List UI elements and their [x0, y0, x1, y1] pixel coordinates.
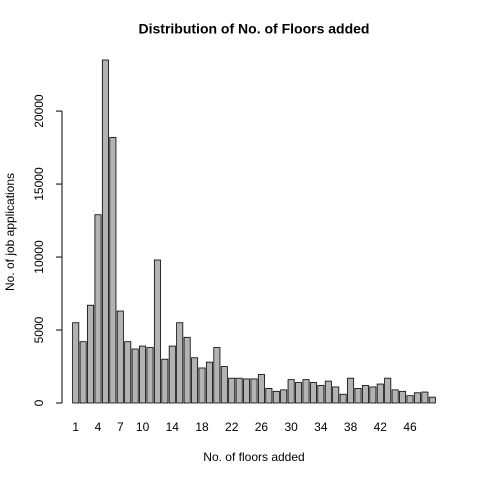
- bar: [168, 345, 176, 404]
- bar: [228, 377, 236, 404]
- bar: [361, 385, 369, 404]
- x-tick-label: 46: [403, 420, 417, 434]
- bar: [332, 386, 340, 404]
- bar: [309, 382, 317, 404]
- bar: [94, 214, 102, 404]
- bar: [220, 366, 228, 404]
- bar: [413, 392, 421, 404]
- bar: [324, 380, 332, 404]
- bar: [124, 341, 132, 404]
- bar: [191, 357, 199, 404]
- bar: [369, 386, 377, 404]
- bar: [205, 361, 213, 404]
- x-tick-label: 4: [95, 420, 102, 434]
- x-tick-label: 42: [374, 420, 388, 434]
- x-tick-label: 14: [166, 420, 180, 434]
- y-tick-label: 20000: [32, 94, 46, 128]
- bar: [87, 304, 95, 404]
- x-tick-label: 18: [195, 420, 209, 434]
- y-tick-label: 0: [32, 399, 46, 406]
- y-axis-label: No. of job applications: [3, 173, 17, 291]
- x-tick-label: 26: [255, 420, 269, 434]
- x-tick-label: 10: [136, 420, 150, 434]
- y-tick-label: 5000: [32, 316, 46, 343]
- bar: [354, 388, 362, 404]
- bar: [280, 389, 288, 404]
- bar: [131, 348, 139, 404]
- bar: [183, 336, 191, 404]
- bar: [235, 377, 243, 404]
- x-axis-label: No. of floors added: [203, 450, 304, 464]
- bar: [109, 136, 117, 404]
- bar: [287, 379, 295, 404]
- bar: [101, 59, 109, 404]
- x-tick-label: 7: [117, 420, 124, 434]
- bar: [176, 322, 184, 404]
- y-tick-label: 10000: [32, 240, 46, 274]
- bar: [302, 379, 310, 404]
- bar: [391, 389, 399, 404]
- x-tick-label: 30: [284, 420, 298, 434]
- bar: [384, 377, 392, 404]
- bar: [72, 322, 80, 404]
- bar: [146, 347, 154, 404]
- bar: [406, 395, 414, 404]
- bar: [213, 347, 221, 404]
- bar: [399, 390, 407, 404]
- bar: [198, 367, 206, 404]
- x-tick-label: 22: [225, 420, 239, 434]
- bar: [272, 390, 280, 404]
- bar: [250, 378, 258, 404]
- chart-title: Distribution of No. of Floors added: [139, 21, 370, 37]
- bar: [116, 310, 124, 404]
- x-tick-label: 34: [314, 420, 328, 434]
- bar: [428, 396, 436, 404]
- bar: [265, 388, 273, 404]
- bar: [339, 393, 347, 404]
- bar: [139, 345, 147, 404]
- bar: [295, 382, 303, 404]
- bar: [317, 385, 325, 404]
- bar: [376, 383, 384, 404]
- bar: [161, 358, 169, 404]
- bar: [243, 378, 251, 404]
- bar: [347, 377, 355, 404]
- x-tick-label: 38: [344, 420, 358, 434]
- y-tick-label: 15000: [32, 167, 46, 201]
- x-tick-label: 1: [72, 420, 79, 434]
- bar: [153, 259, 161, 404]
- bar: [257, 374, 265, 404]
- bar: [421, 391, 429, 404]
- bar: [79, 341, 87, 404]
